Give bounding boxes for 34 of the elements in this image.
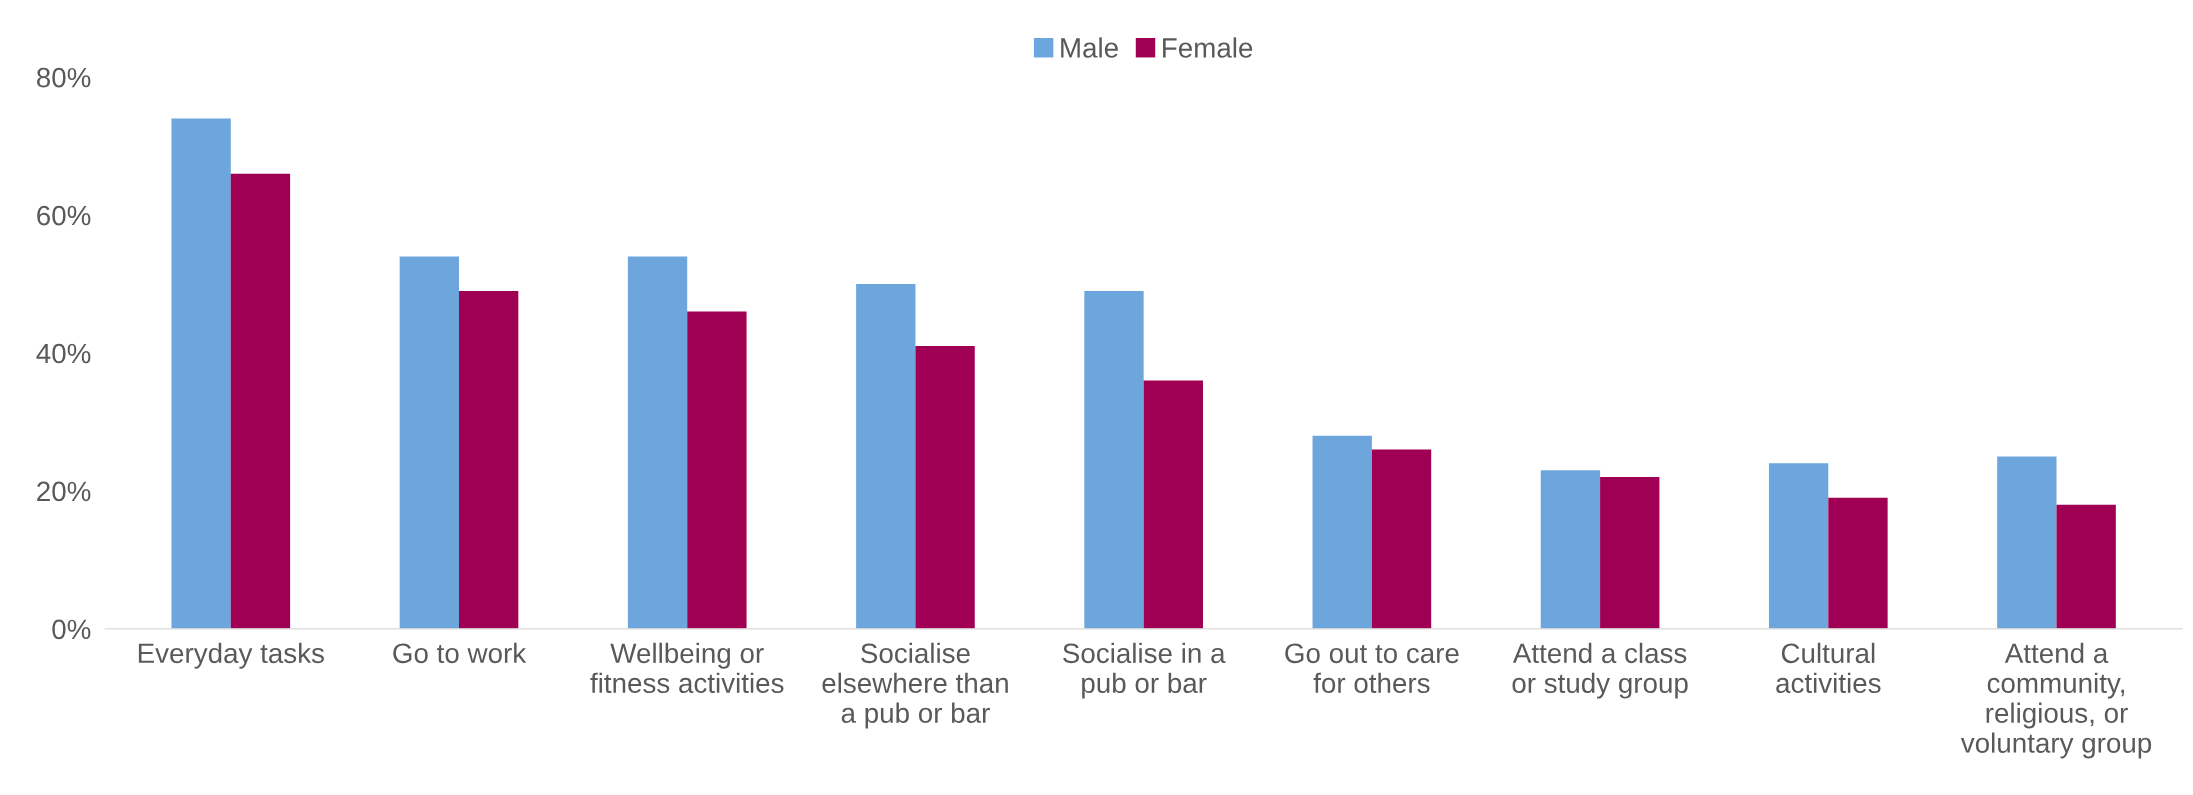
legend-label: Female — [1163, 37, 1253, 58]
bar — [459, 290, 519, 629]
x-tick-label: Go to work — [393, 642, 527, 664]
y-tick-label: 80% — [36, 67, 91, 88]
bar — [856, 284, 916, 629]
bar — [627, 256, 688, 629]
x-tick-label: Socialise elsewhere than a pub or bar — [822, 642, 1008, 729]
y-tick-label: 60% — [37, 205, 91, 226]
bar — [1768, 463, 1829, 629]
x-tick-label: Attend a community, religious, or voluntary group — [1960, 642, 2152, 759]
bar — [171, 118, 231, 629]
bar — [1084, 290, 1144, 629]
bar — [2056, 504, 2116, 629]
bar — [1312, 435, 1372, 629]
bar — [1828, 497, 1888, 629]
bar — [1143, 380, 1203, 629]
x-tick-label: Wellbeing or fitness activities — [590, 642, 784, 694]
bar — [1600, 477, 1660, 629]
x-tick-label: Cultural activities — [1776, 642, 1881, 694]
x-tick-label: Everyday tasks — [138, 642, 324, 669]
bar — [1371, 449, 1432, 629]
legend-label: Male — [1061, 37, 1118, 58]
y-tick-label: 0% — [52, 619, 91, 640]
bar — [687, 311, 747, 629]
x-tick-label: Attend a class or study group — [1512, 642, 1688, 699]
x-tick-label: Go out to care for others — [1285, 643, 1459, 694]
y-tick-label: 20% — [37, 481, 91, 502]
bar — [230, 173, 291, 629]
y-tick-label: 40% — [36, 343, 91, 364]
bar — [1997, 456, 2057, 629]
bar — [399, 256, 459, 629]
x-tick-label: Socialise in a pub or bar — [1063, 642, 1226, 699]
bar — [915, 346, 975, 629]
bar — [1540, 470, 1601, 629]
